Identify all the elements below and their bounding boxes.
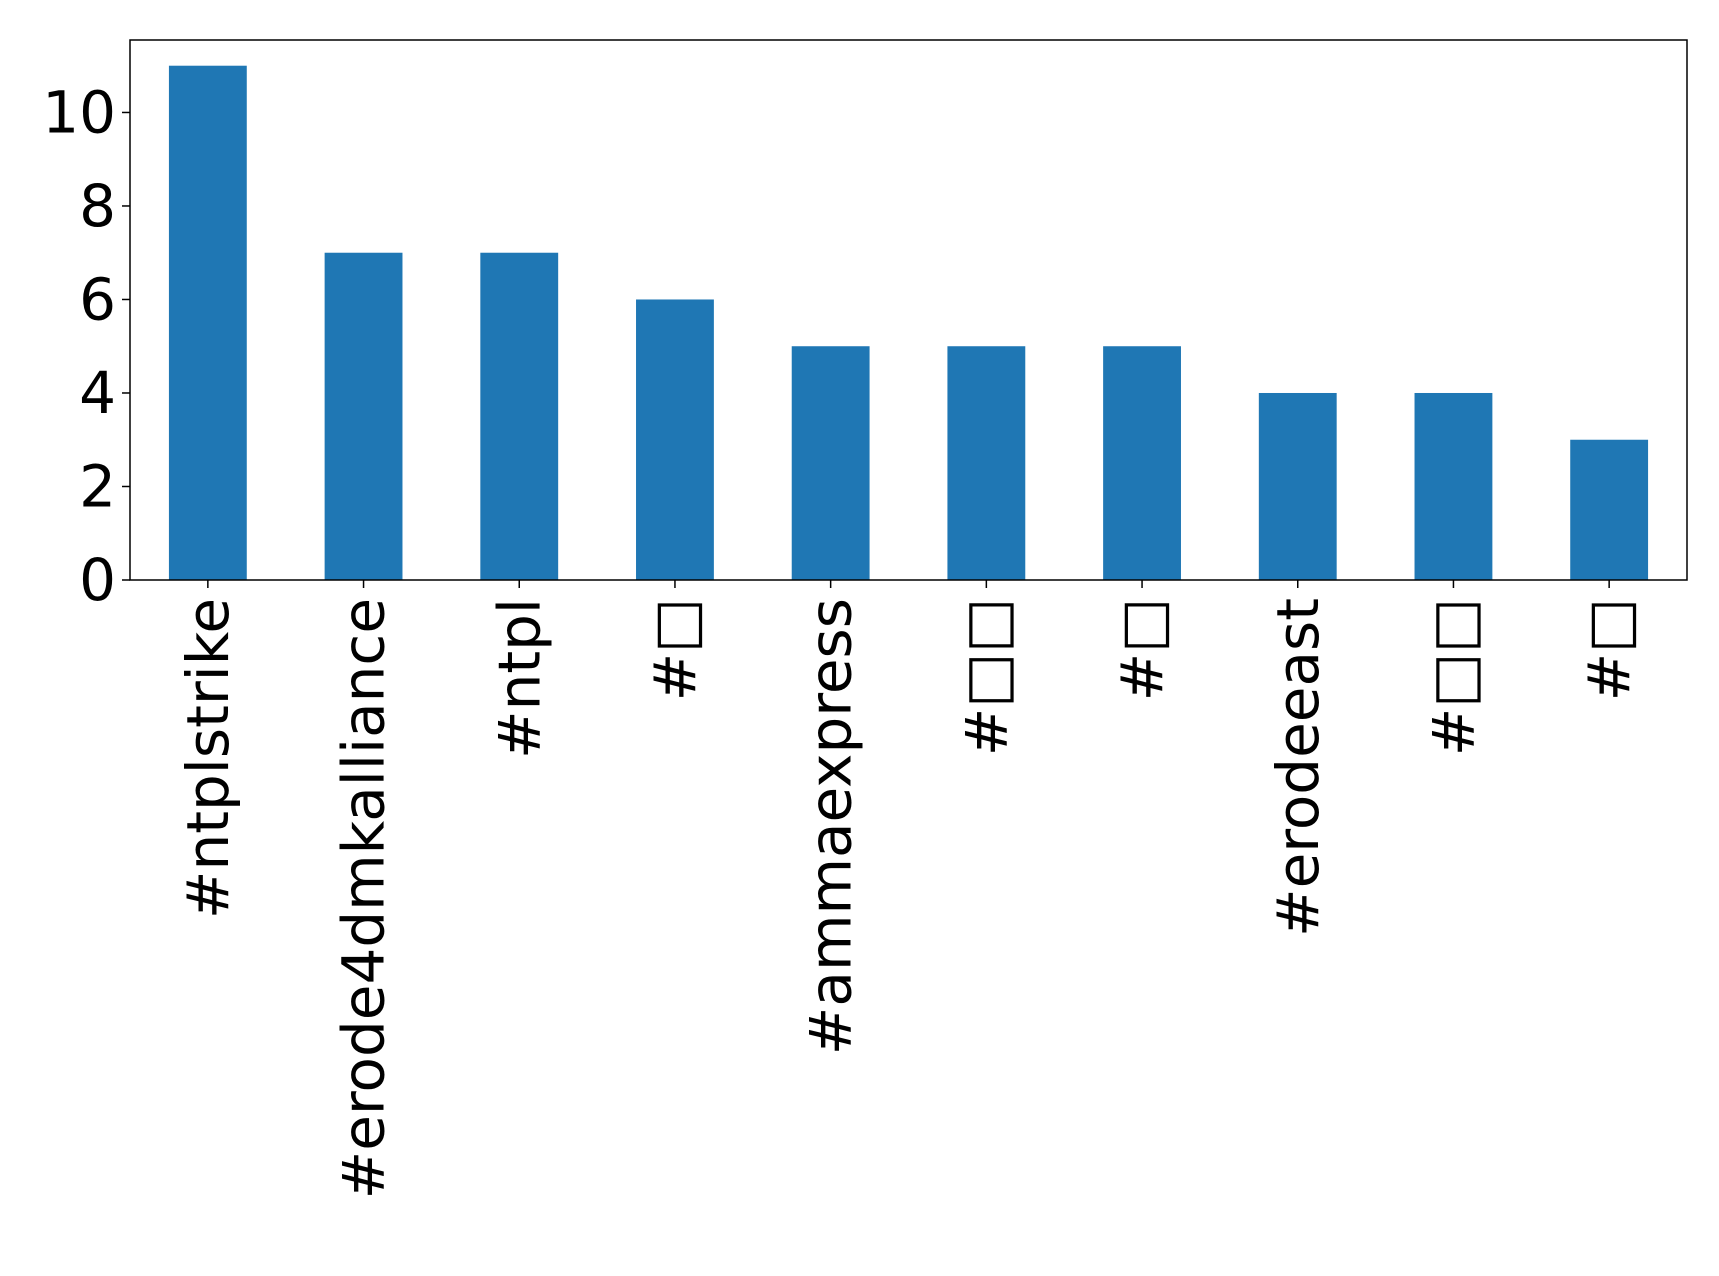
bar bbox=[480, 252, 559, 580]
x-tick-label: #□ bbox=[1108, 598, 1176, 701]
bars-group bbox=[168, 65, 1649, 580]
x-tick-label: #□□ bbox=[1419, 598, 1487, 756]
y-tick-label: 0 bbox=[79, 546, 116, 614]
x-tick-label: #ammaexpress bbox=[797, 598, 865, 1055]
x-tick-label: #□□ bbox=[952, 598, 1020, 756]
bar bbox=[791, 346, 870, 580]
y-tick-label: 4 bbox=[79, 359, 116, 427]
bar bbox=[168, 65, 247, 580]
bar bbox=[1103, 346, 1181, 580]
y-tick-label: 2 bbox=[79, 452, 116, 520]
bar bbox=[1258, 392, 1337, 580]
bar bbox=[1570, 439, 1649, 580]
plot-frame bbox=[129, 39, 1688, 581]
x-tick-label: #ntplstrike bbox=[174, 598, 242, 919]
x-axis: #ntplstrike #erode4dmkalliance #ntpl #□ #amm… bbox=[174, 580, 1643, 1199]
x-tick-label: #□ bbox=[1575, 598, 1643, 701]
y-axis: 0 2 4 6 8 10 bbox=[42, 78, 130, 614]
y-tick-label: 10 bbox=[42, 78, 116, 146]
x-tick-label: #□ bbox=[641, 598, 709, 701]
y-tick-label: 6 bbox=[79, 265, 116, 333]
bar bbox=[636, 299, 714, 580]
x-tick-label: #ntpl bbox=[485, 598, 553, 759]
bar bbox=[1414, 392, 1493, 580]
bar bbox=[324, 252, 403, 580]
x-tick-label: #erode4dmkalliance bbox=[330, 598, 398, 1199]
bar bbox=[947, 346, 1026, 580]
x-tick-label: #erodeeast bbox=[1264, 598, 1332, 937]
y-tick-label: 8 bbox=[79, 172, 116, 240]
